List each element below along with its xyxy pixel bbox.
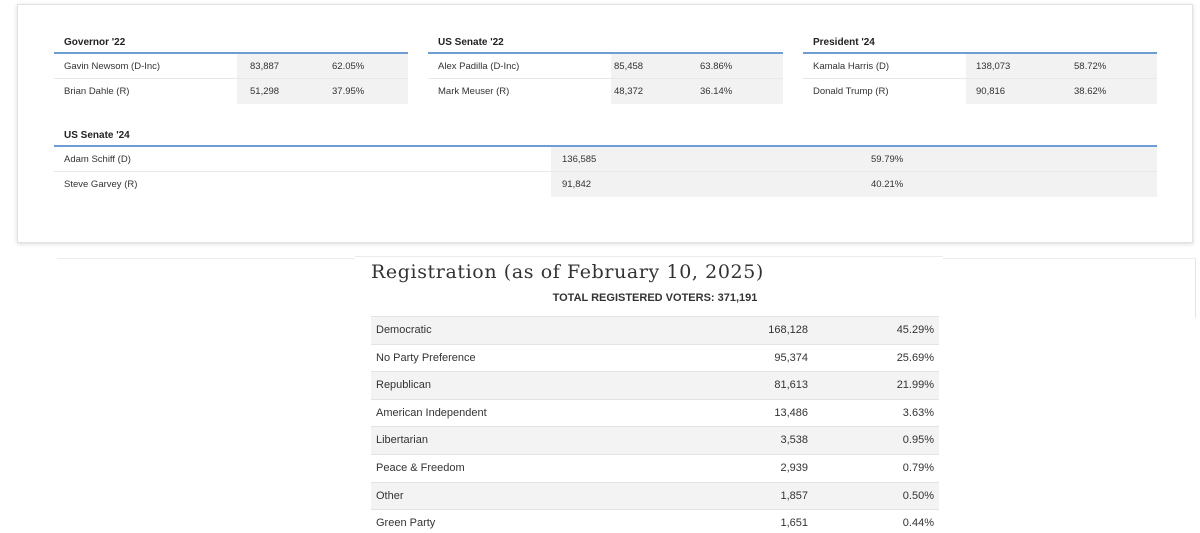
party-count: 2,939 [780,461,808,474]
party-name: No Party Preference [376,351,476,364]
race-us-senate-22: US Senate '22 Alex Padilla (D-Inc) 85,45… [428,37,783,104]
registration-total: TOTAL REGISTERED VOTERS: 371,191 [552,292,758,304]
party-count: 1,857 [780,489,808,502]
race-row: Adam Schiff (D) 136,585 59.79% [54,147,1157,172]
party-count: 95,374 [774,351,808,364]
candidate-votes: 138,073 [976,61,1011,72]
race-row: Donald Trump (R) 90,816 38.62% [803,79,1157,104]
candidate-percent: 36.14% [700,86,733,97]
race-governor-22: Governor '22 Gavin Newsom (D-Inc) 83,887… [54,37,408,104]
candidate-name: Steve Garvey (R) [64,179,138,190]
registration-row: Republican 81,613 21.99% [371,371,939,399]
party-percent: 3.63% [902,406,934,419]
candidate-name: Donald Trump (R) [813,86,889,97]
race-row: Steve Garvey (R) 91,842 40.21% [54,172,1157,197]
party-name: American Independent [376,406,487,419]
election-results-card: Governor '22 Gavin Newsom (D-Inc) 83,887… [17,4,1193,243]
candidate-votes: 48,372 [614,86,644,97]
party-count: 13,486 [774,406,808,419]
party-percent: 25.69% [896,351,934,364]
race-divider [54,145,1157,147]
registration-row: Libertarian 3,538 0.95% [371,426,939,454]
race-row: Brian Dahle (R) 51,298 37.95% [54,79,408,104]
party-name: Other [376,489,404,502]
registration-title: Registration (as of February 10, 2025) [371,261,764,283]
candidate-votes: 91,842 [562,179,592,190]
candidate-percent: 37.95% [332,86,365,97]
candidate-percent: 58.72% [1074,61,1107,72]
party-count: 81,613 [774,379,808,392]
race-divider [54,52,408,54]
registration-row: Other 1,857 0.50% [371,481,939,510]
section-frame [943,258,1196,318]
candidate-percent: 38.62% [1074,86,1107,97]
candidate-votes: 136,585 [562,154,597,165]
race-row: Alex Padilla (D-Inc) 85,458 63.86% [428,54,783,79]
race-row: Kamala Harris (D) 138,073 58.72% [803,54,1157,79]
candidate-percent: 40.21% [871,179,904,190]
candidate-name: Brian Dahle (R) [64,86,130,97]
race-president-24: President '24 Kamala Harris (D) 138,073 … [803,37,1157,104]
party-percent: 0.95% [902,434,934,447]
party-count: 3,538 [780,434,808,447]
candidate-name: Kamala Harris (D) [813,61,890,72]
candidate-name: Adam Schiff (D) [64,154,131,165]
party-name: Peace & Freedom [376,461,465,474]
party-count: 1,651 [780,517,808,530]
party-name: Libertarian [376,434,428,447]
candidate-votes: 83,887 [250,61,280,72]
party-name: Green Party [376,517,436,530]
party-percent: 0.79% [902,461,934,474]
registration-row: No Party Preference 95,374 25.69% [371,343,939,372]
candidate-votes: 85,458 [614,61,644,72]
candidate-name: Gavin Newsom (D-Inc) [64,61,161,72]
race-title: Governor '22 [64,37,126,48]
candidate-votes: 51,298 [250,86,280,97]
candidate-percent: 59.79% [871,154,904,165]
candidate-percent: 62.05% [332,61,365,72]
race-title: US Senate '24 [64,130,130,141]
candidate-name: Mark Meuser (R) [438,86,510,97]
registration-row: Democratic 168,128 45.29% [371,316,939,344]
candidate-votes: 90,816 [976,86,1006,97]
party-percent: 0.50% [902,489,934,502]
party-percent: 0.44% [902,517,934,530]
registration-row: Green Party 1,651 0.44% [371,509,939,533]
party-name: Republican [376,379,432,392]
candidate-name: Alex Padilla (D-Inc) [438,61,520,72]
party-count: 168,128 [768,324,808,336]
race-title: US Senate '22 [438,37,504,48]
section-divider [57,258,355,259]
party-name: Democratic [376,324,432,336]
race-divider [428,52,783,54]
race-row: Gavin Newsom (D-Inc) 83,887 62.05% [54,54,408,79]
race-us-senate-24: US Senate '24 Adam Schiff (D) 136,585 59… [54,130,1157,197]
race-row: Mark Meuser (R) 48,372 36.14% [428,79,783,104]
section-frame [355,256,943,261]
candidate-percent: 63.86% [700,61,733,72]
registration-table: Democratic 168,128 45.29% No Party Prefe… [371,316,939,533]
registration-row: Peace & Freedom 2,939 0.79% [371,453,939,482]
party-percent: 21.99% [896,379,934,392]
party-percent: 45.29% [896,324,934,336]
race-divider [803,52,1157,54]
race-title: President '24 [813,37,875,48]
registration-row: American Independent 13,486 3.63% [371,398,939,427]
